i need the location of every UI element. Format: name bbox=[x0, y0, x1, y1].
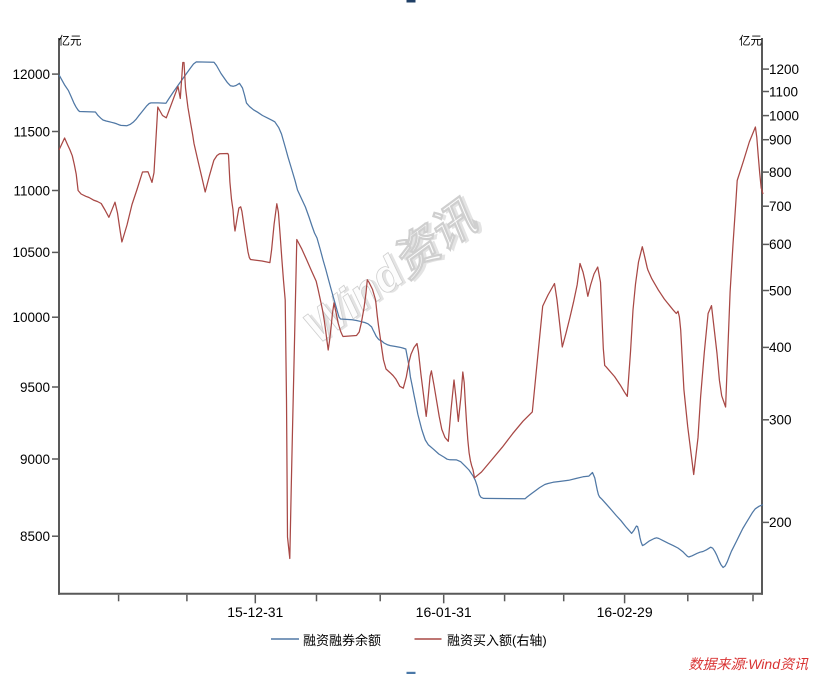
svg-text:500: 500 bbox=[769, 283, 792, 298]
svg-text:11000: 11000 bbox=[13, 183, 50, 198]
svg-text:9000: 9000 bbox=[20, 452, 50, 467]
svg-text:900: 900 bbox=[769, 133, 792, 148]
svg-text:1200: 1200 bbox=[769, 62, 799, 77]
svg-text:600: 600 bbox=[769, 237, 792, 252]
svg-text:10000: 10000 bbox=[12, 310, 50, 325]
svg-text:11500: 11500 bbox=[13, 124, 50, 139]
svg-text:10500: 10500 bbox=[12, 245, 50, 260]
svg-text:12000: 12000 bbox=[12, 67, 50, 82]
svg-text:16-02-29: 16-02-29 bbox=[597, 604, 653, 620]
svg-text:200: 200 bbox=[769, 515, 792, 530]
svg-text:数据来源:Wind资讯: 数据来源:Wind资讯 bbox=[688, 656, 809, 672]
svg-text:1000: 1000 bbox=[769, 108, 799, 123]
svg-text:融资融券余额: 融资融券余额 bbox=[303, 633, 381, 648]
svg-text:亿元: 亿元 bbox=[739, 35, 762, 48]
svg-text:16-01-31: 16-01-31 bbox=[416, 604, 472, 620]
svg-text:300: 300 bbox=[769, 413, 792, 428]
svg-text:融资买入额(右轴): 融资买入额(右轴) bbox=[447, 633, 547, 648]
svg-text:800: 800 bbox=[769, 165, 792, 180]
svg-text:1100: 1100 bbox=[769, 84, 798, 99]
svg-text:9500: 9500 bbox=[20, 380, 50, 395]
svg-text:亿元: 亿元 bbox=[59, 35, 82, 48]
svg-text:700: 700 bbox=[769, 199, 792, 214]
svg-text:8500: 8500 bbox=[20, 529, 50, 544]
svg-text:15-12-31: 15-12-31 bbox=[227, 604, 283, 620]
svg-text:400: 400 bbox=[769, 340, 792, 355]
